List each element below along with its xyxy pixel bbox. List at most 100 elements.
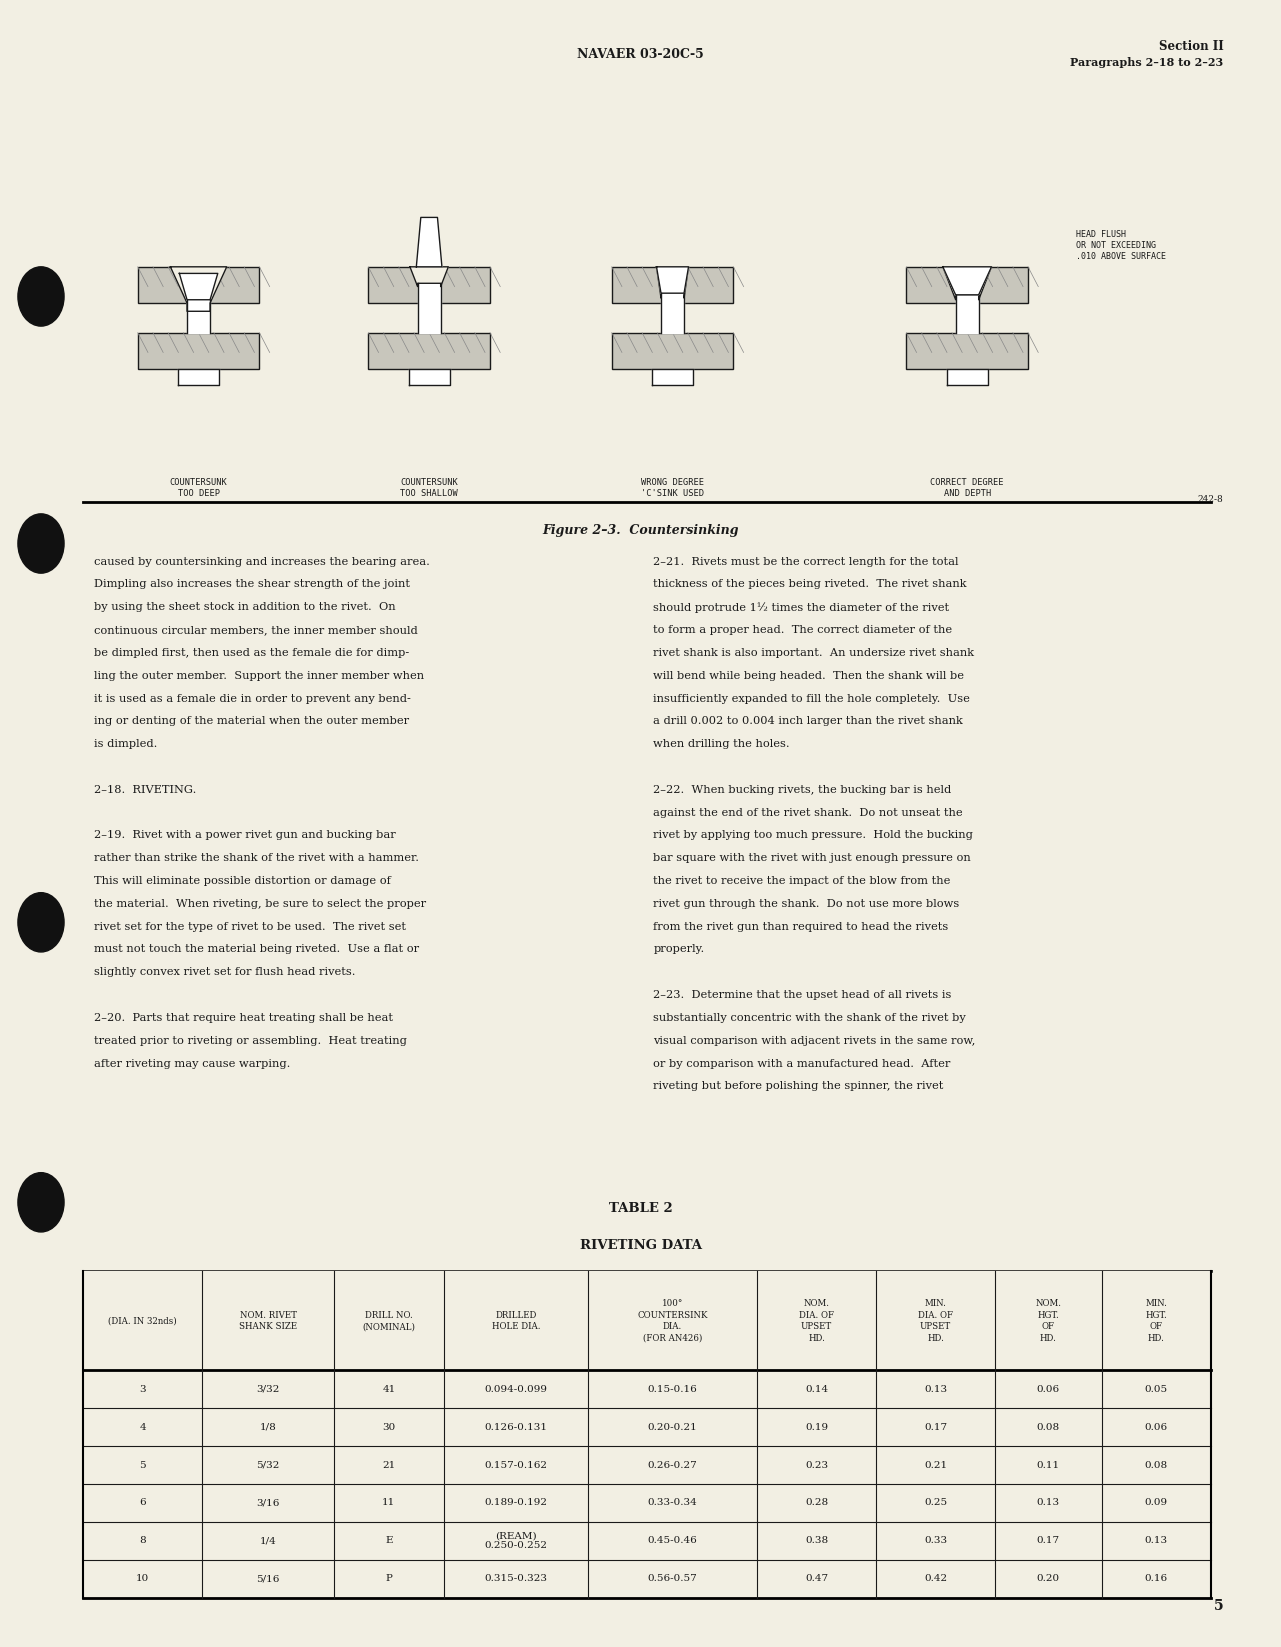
- Text: 2–18.  RIVETING.: 2–18. RIVETING.: [94, 784, 196, 796]
- Text: MIN.
HGT.
OF
HD.: MIN. HGT. OF HD.: [1145, 1299, 1167, 1342]
- Polygon shape: [943, 267, 991, 295]
- Text: 0.45-0.46: 0.45-0.46: [648, 1537, 697, 1545]
- Text: 0.13: 0.13: [1036, 1499, 1059, 1507]
- Text: 0.06: 0.06: [1036, 1385, 1059, 1393]
- Text: when drilling the holes.: when drilling the holes.: [653, 740, 790, 749]
- Text: 0.189-0.192: 0.189-0.192: [484, 1499, 547, 1507]
- Text: rivet gun through the shank.  Do not use more blows: rivet gun through the shank. Do not use …: [653, 899, 959, 909]
- Text: rivet shank is also important.  An undersize rivet shank: rivet shank is also important. An unders…: [653, 647, 975, 657]
- Polygon shape: [179, 273, 218, 300]
- Polygon shape: [170, 267, 227, 311]
- Text: 0.17: 0.17: [1036, 1537, 1059, 1545]
- Polygon shape: [187, 300, 210, 333]
- Bar: [612, 333, 733, 369]
- Text: riveting but before polishing the spinner, the rivet: riveting but before polishing the spinne…: [653, 1082, 944, 1092]
- Text: 0.08: 0.08: [1144, 1461, 1167, 1469]
- Text: rivet set for the type of rivet to be used.  The rivet set: rivet set for the type of rivet to be us…: [94, 922, 406, 932]
- Polygon shape: [410, 267, 448, 287]
- Polygon shape: [947, 369, 988, 385]
- Text: 0.25: 0.25: [924, 1499, 947, 1507]
- Text: after riveting may cause warping.: after riveting may cause warping.: [94, 1059, 290, 1069]
- Polygon shape: [416, 217, 442, 267]
- Polygon shape: [657, 267, 689, 293]
- Text: 3/32: 3/32: [256, 1385, 279, 1393]
- Text: to form a proper head.  The correct diameter of the: to form a proper head. The correct diame…: [653, 626, 953, 636]
- Text: it is used as a female die in order to prevent any bend-: it is used as a female die in order to p…: [94, 693, 410, 703]
- Text: 5: 5: [140, 1461, 146, 1469]
- Text: P: P: [386, 1575, 392, 1583]
- Text: NAVAER 03-20C-5: NAVAER 03-20C-5: [578, 48, 703, 61]
- Text: 0.20-0.21: 0.20-0.21: [648, 1423, 697, 1431]
- Text: Section II: Section II: [1158, 40, 1223, 53]
- Text: 30: 30: [382, 1423, 396, 1431]
- Text: 0.19: 0.19: [804, 1423, 829, 1431]
- Text: 0.13: 0.13: [1144, 1537, 1167, 1545]
- Circle shape: [18, 267, 64, 326]
- Bar: [612, 267, 733, 303]
- Text: (DIA. IN 32nds): (DIA. IN 32nds): [109, 1316, 177, 1326]
- Text: 0.08: 0.08: [1036, 1423, 1059, 1431]
- Text: 2–22.  When bucking rivets, the bucking bar is held: 2–22. When bucking rivets, the bucking b…: [653, 784, 952, 796]
- Bar: [138, 333, 259, 369]
- Text: 3/16: 3/16: [256, 1499, 279, 1507]
- Text: DRILLED
HOLE DIA.: DRILLED HOLE DIA.: [492, 1311, 541, 1331]
- Text: 2–20.  Parts that require heat treating shall be heat: 2–20. Parts that require heat treating s…: [94, 1013, 392, 1023]
- Text: 0.33: 0.33: [924, 1537, 947, 1545]
- Bar: [369, 333, 491, 369]
- Polygon shape: [956, 295, 979, 333]
- Text: 0.56-0.57: 0.56-0.57: [648, 1575, 697, 1583]
- Circle shape: [18, 514, 64, 573]
- Text: Dimpling also increases the shear strength of the joint: Dimpling also increases the shear streng…: [94, 580, 410, 590]
- Text: 0.157-0.162: 0.157-0.162: [484, 1461, 547, 1469]
- Text: TABLE 2: TABLE 2: [608, 1202, 673, 1215]
- Text: 6: 6: [140, 1499, 146, 1507]
- Text: 0.15-0.16: 0.15-0.16: [648, 1385, 697, 1393]
- Text: 0.47: 0.47: [804, 1575, 829, 1583]
- Text: 5/16: 5/16: [256, 1575, 279, 1583]
- Text: 11: 11: [382, 1499, 396, 1507]
- Text: MIN.
DIA. OF
UPSET
HD.: MIN. DIA. OF UPSET HD.: [918, 1299, 953, 1342]
- Text: NOM.
DIA. OF
UPSET
HD.: NOM. DIA. OF UPSET HD.: [799, 1299, 834, 1342]
- Bar: [369, 267, 491, 303]
- Text: 0.21: 0.21: [924, 1461, 947, 1469]
- Text: 0.33-0.34: 0.33-0.34: [648, 1499, 697, 1507]
- Polygon shape: [943, 267, 991, 300]
- Polygon shape: [83, 1271, 1211, 1370]
- Bar: [138, 267, 259, 303]
- Text: 0.14: 0.14: [804, 1385, 829, 1393]
- Text: 2–21.  Rivets must be the correct length for the total: 2–21. Rivets must be the correct length …: [653, 557, 958, 567]
- Text: must not touch the material being riveted.  Use a flat or: must not touch the material being rivete…: [94, 944, 419, 955]
- Text: 0.06: 0.06: [1144, 1423, 1167, 1431]
- Text: will bend while being headed.  Then the shank will be: will bend while being headed. Then the s…: [653, 670, 965, 680]
- Text: thickness of the pieces being riveted.  The rivet shank: thickness of the pieces being riveted. T…: [653, 580, 967, 590]
- Text: a drill 0.002 to 0.004 inch larger than the rivet shank: a drill 0.002 to 0.004 inch larger than …: [653, 716, 963, 726]
- Text: WRONG DEGREE
'C'SINK USED: WRONG DEGREE 'C'SINK USED: [640, 478, 705, 499]
- Text: 0.126-0.131: 0.126-0.131: [484, 1423, 547, 1431]
- Bar: [907, 267, 1027, 303]
- Circle shape: [18, 893, 64, 952]
- Text: substantially concentric with the shank of the rivet by: substantially concentric with the shank …: [653, 1013, 966, 1023]
- Text: 10: 10: [136, 1575, 150, 1583]
- Text: 1/8: 1/8: [260, 1423, 277, 1431]
- Text: rather than strike the shank of the rivet with a hammer.: rather than strike the shank of the rive…: [94, 853, 419, 863]
- Text: NOM.
HGT.
OF
HD.: NOM. HGT. OF HD.: [1035, 1299, 1062, 1342]
- Text: is dimpled.: is dimpled.: [94, 740, 156, 749]
- Text: from the rivet gun than required to head the rivets: from the rivet gun than required to head…: [653, 922, 948, 932]
- Text: 0.13: 0.13: [924, 1385, 947, 1393]
- Text: 41: 41: [382, 1385, 396, 1393]
- Text: 3: 3: [140, 1385, 146, 1393]
- Text: caused by countersinking and increases the bearing area.: caused by countersinking and increases t…: [94, 557, 429, 567]
- Text: 0.17: 0.17: [924, 1423, 947, 1431]
- Text: 5/32: 5/32: [256, 1461, 279, 1469]
- Text: HEAD FLUSH
OR NOT EXCEEDING
.010 ABOVE SURFACE: HEAD FLUSH OR NOT EXCEEDING .010 ABOVE S…: [1076, 231, 1166, 260]
- Polygon shape: [661, 293, 684, 333]
- Text: This will eliminate possible distortion or damage of: This will eliminate possible distortion …: [94, 876, 391, 886]
- Text: 0.28: 0.28: [804, 1499, 829, 1507]
- Bar: [907, 333, 1027, 369]
- Text: 0.38: 0.38: [804, 1537, 829, 1545]
- Text: ing or denting of the material when the outer member: ing or denting of the material when the …: [94, 716, 409, 726]
- Text: properly.: properly.: [653, 944, 705, 955]
- Text: 0.05: 0.05: [1144, 1385, 1167, 1393]
- Text: 1/4: 1/4: [260, 1537, 277, 1545]
- Text: slightly convex rivet set for flush head rivets.: slightly convex rivet set for flush head…: [94, 967, 355, 977]
